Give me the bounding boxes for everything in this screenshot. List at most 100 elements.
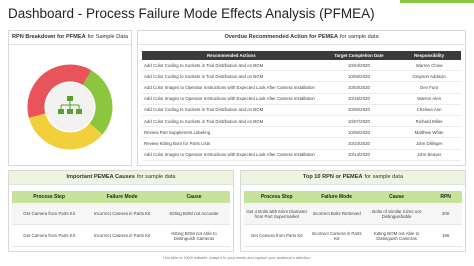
column-header: Cause — [363, 191, 430, 203]
accent-bar — [400, 0, 474, 3]
table-body: Get 4 Bolts with 6mm Diameter from Part … — [244, 203, 462, 247]
table-cell: Kitting BOM not Able to Distinguish Came… — [158, 224, 230, 247]
table-cell: Add Color Images to Operator Instruction… — [142, 81, 321, 94]
title-rest: for sample data — [364, 174, 404, 180]
segment-green — [27, 64, 113, 150]
table-row: Add Color Coding to Sockets in Tool Dist… — [142, 104, 461, 116]
table-cell: John Dillinger — [397, 137, 461, 150]
table-cell: Kitting BOM not Accurate — [158, 203, 230, 225]
table-head: Process Step Failure Mode Cause RPN — [244, 191, 462, 203]
table-cell: Add Color Coding to Sockets in Tool Dist… — [142, 70, 321, 83]
header-row: Recommended Actions Target Completion Dat… — [142, 51, 461, 60]
table-cell: Incorrect Bolts Retrieved — [309, 203, 364, 225]
table-cell: Get Camera from Parts Kit — [244, 224, 310, 247]
title-bold: RPN Breakdown for PFMEA — [11, 34, 86, 40]
table-cell: Grayson Addison — [397, 70, 461, 83]
table-cell: John Beaver — [397, 149, 461, 161]
table-cell: Chelsea Ann — [397, 104, 461, 116]
title-bold: Top 10 RPN or PEMEA — [302, 174, 363, 180]
table-cell: Kitting BOM not Able to Distinguish Came… — [363, 224, 430, 247]
table-cell: Warren Chow — [397, 60, 461, 72]
table-cell: Dev Funt — [397, 81, 461, 94]
table-row: Review Kitting Bom for Parts Lists 10/10/… — [142, 137, 461, 150]
table-cell: 10/03/2020 — [320, 81, 398, 94]
donut-chart — [27, 64, 113, 150]
panel-title: Important PEMEA Causes for sample data — [9, 171, 233, 185]
table-cell: Add Color Images to Operator Instruction… — [142, 149, 321, 161]
table-row: Review Part Supplement Labeling 10/05/202… — [142, 126, 461, 139]
footer-note: This slide is 100% editable. Adapt it to… — [162, 256, 312, 260]
table-cell: Richard Miller — [397, 115, 461, 128]
table-wrap: Process Step Failure Mode Cause Get Camera … — [12, 191, 230, 247]
table-cell: 10/07/2020 — [320, 115, 398, 128]
table-cell: Review Kitting Bom for Parts Lists — [142, 137, 321, 150]
table-head: Recommended Actions Target Completion Dat… — [142, 51, 461, 60]
table-row: Add Color Images to Operator Instruction… — [142, 93, 461, 105]
table-cell: Matthew White — [397, 126, 461, 139]
table-cell: Get Camera from Parts Kit — [12, 224, 87, 247]
column-header: RPN — [429, 191, 462, 203]
panel-title: RPN Breakdown for PFMEA for Sample Data — [9, 31, 131, 45]
top-rpn-panel: Top 10 RPN or PEMEA for sample data Proce… — [240, 170, 466, 252]
table-body: Get Camera from Parts Kit Incorrect Camer… — [12, 203, 230, 247]
header-row: Process Step Failure Mode Cause — [12, 191, 230, 203]
column-header: Process Step — [244, 191, 310, 203]
table-cell: 10/10/2020 — [320, 137, 398, 150]
table-head: Process Step Failure Mode Cause — [12, 191, 230, 203]
table-row: Get 4 Bolts with 6mm Diameter from Part … — [244, 203, 462, 225]
title-bold: Overdue Recommended Action for PEMEA — [224, 34, 338, 40]
column-header: Recommended Actions — [142, 51, 321, 60]
column-header: Responsibility — [397, 51, 461, 60]
overdue-panel: Overdue Recommended Action for PEMEA for … — [137, 30, 466, 166]
header-row: Process Step Failure Mode Cause RPN — [244, 191, 462, 203]
table-cell: 10/14/2020 — [320, 149, 398, 161]
table-wrap: Recommended Actions Target Completion Dat… — [142, 51, 461, 161]
table-cell: Review Part Supplement Labeling — [142, 126, 321, 139]
table-cell: Bolts of Similar Sizes not Distinguishab… — [363, 203, 430, 225]
table-row: Add Color Coding to Sockets in Tool Dist… — [142, 60, 461, 72]
panel-title: Top 10 RPN or PEMEA for sample data — [241, 171, 465, 185]
table-row: Get Camera from Parts Kit Incorrect Camer… — [12, 224, 230, 247]
table-cell: 10/04/2020 — [320, 60, 398, 72]
rpn-panel: RPN Breakdown for PFMEA for Sample Data — [8, 30, 132, 166]
table-cell: Incorrect Camera in Parts Kit — [86, 224, 159, 247]
panel-title: Overdue Recommended Action for PEMEA for … — [138, 31, 465, 45]
table-cell: Add Color Coding to Sockets in Tool Dist… — [142, 104, 321, 116]
table-row: Get Camera from Parts Kit Incorrect Camer… — [244, 224, 462, 247]
column-header: Process Step — [12, 191, 87, 203]
causes-table: Process Step Failure Mode Cause Get Camera … — [12, 191, 230, 247]
segment-yellow — [27, 64, 113, 150]
table-cell: 196 — [429, 224, 462, 247]
title-rest: for Sample Data — [87, 34, 129, 40]
table-cell: Get 4 Bolts with 6mm Diameter from Part … — [244, 203, 310, 225]
causes-panel: Important PEMEA Causes for sample data Pr… — [8, 170, 234, 252]
table-cell: Get Camera from Parts Kit — [12, 203, 87, 225]
table-cell: Warren Alen — [397, 93, 461, 105]
table-cell: Add Color Coding to Sockets in Tool Dist… — [142, 115, 321, 128]
table-cell: Incorrect Camera in Parts Kit — [86, 203, 159, 225]
column-header: Failure Mode — [86, 191, 159, 203]
table-row: Add Color Coding to Sockets in Tool Dist… — [142, 115, 461, 128]
table-row: Get Camera from Parts Kit Incorrect Camer… — [12, 203, 230, 225]
title-rest: for sample data — [136, 174, 176, 180]
table-row: Add Color Coding to Sockets in Tool Dist… — [142, 70, 461, 83]
title-rest: for sample data — [340, 34, 379, 40]
table-cell: 10/06/2020 — [320, 104, 398, 116]
table-body: Add Color Coding to Sockets in Tool Dist… — [142, 60, 461, 161]
table-cell: Add Color Images to Operator Instruction… — [142, 93, 321, 105]
table-row: Add Color Images to Operator Instruction… — [142, 149, 461, 161]
donut — [27, 64, 113, 150]
table-cell: Incorrect Camera in Parts Kit — [309, 224, 364, 247]
title-bold: Important PEMEA Causes — [66, 174, 135, 180]
table-wrap: Process Step Failure Mode Cause RPN Get 4 Bo… — [244, 191, 462, 247]
page-title: Dashboard - Process Failure Mode Effects… — [8, 6, 375, 21]
table-cell: 10/05/2020 — [320, 126, 398, 139]
overdue-table: Recommended Actions Target Completion Dat… — [142, 51, 461, 161]
table-cell: 10/09/2020 — [320, 70, 398, 83]
column-header: Failure Mode — [309, 191, 364, 203]
table-row: Add Color Images to Operator Instruction… — [142, 81, 461, 94]
table-cell: Add Color Coding to Sockets in Tool Dist… — [142, 60, 321, 72]
hierarchy-icon — [58, 96, 82, 114]
table-cell: 200 — [429, 203, 462, 225]
